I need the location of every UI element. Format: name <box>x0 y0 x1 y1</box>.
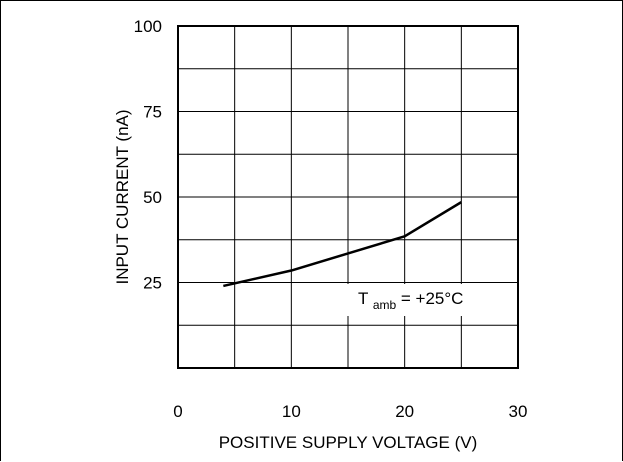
annotation-background <box>347 284 493 316</box>
annotation-subscript: amb <box>373 298 397 312</box>
annotation-layer: T amb = +25°C <box>347 284 493 316</box>
y-axis-label: INPUT CURRENT (nA) <box>113 109 132 284</box>
x-tick-labels: 0 10 20 30 <box>173 402 527 421</box>
y-tick-label: 50 <box>143 188 162 207</box>
y-tick-label: 100 <box>134 17 162 36</box>
x-tick-label: 0 <box>173 402 182 421</box>
annotation-suffix: = +25°C <box>401 289 464 308</box>
x-tick-label: 10 <box>282 402 301 421</box>
x-tick-label: 20 <box>395 402 414 421</box>
ambient-temperature-annotation: T amb = +25°C <box>358 289 463 313</box>
plot-area-frame <box>177 25 519 369</box>
series-layer <box>223 201 462 288</box>
y-tick-label: 25 <box>143 274 162 293</box>
annotation-main: T <box>358 289 368 308</box>
y-tick-label: 75 <box>143 103 162 122</box>
grid-layer <box>178 26 518 368</box>
x-tick-label: 30 <box>509 402 528 421</box>
y-tick-labels: 25 50 75 100 <box>134 17 162 293</box>
input-current-series-line <box>223 201 462 288</box>
x-axis-label: POSITIVE SUPPLY VOLTAGE (V) <box>219 433 478 452</box>
